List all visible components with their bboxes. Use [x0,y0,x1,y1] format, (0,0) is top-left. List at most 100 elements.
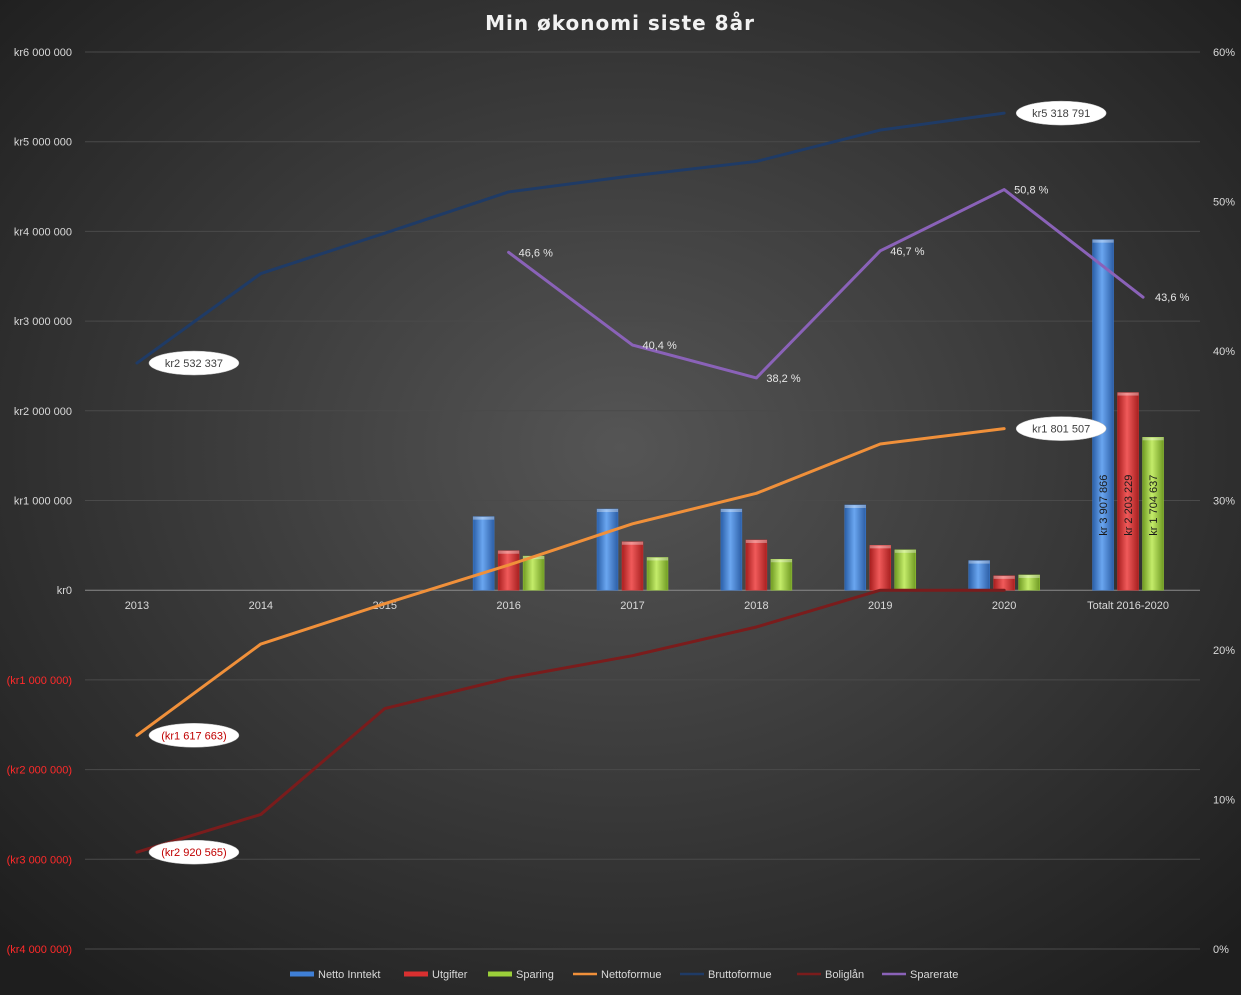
bar-netto-inntekt [720,508,743,591]
bar-netto-inntekt [1092,239,1114,591]
line-sparerate [507,188,1145,380]
bar-highlight [745,539,767,543]
legend-label-bruttoformue: Bruttoformue [708,969,772,981]
y-left-tick-label: kr0 [57,585,72,597]
bar-highlight [770,559,792,563]
x-tick-label: 2018 [744,600,768,612]
bar-highlight [473,516,495,520]
data-label-nettoformue: (kr1 617 663) [161,730,226,742]
bar-highlight [720,509,742,513]
lines [135,111,1145,854]
legend-label-utgifter: Utgifter [432,969,468,981]
bar-utgifter [497,550,520,591]
y-left-tick-label: kr3 000 000 [14,316,72,328]
data-label-boligl-n: (kr2 920 565) [161,847,226,859]
y-right-tick-label: 40% [1213,346,1235,358]
bar-netto-inntekt [968,560,990,591]
x-tick-label: 2017 [620,600,644,612]
line-bruttoformue [135,111,1006,365]
y-right-tick-label: 20% [1213,645,1235,657]
bar-netto-inntekt [596,508,619,591]
bar-highlight [1092,239,1114,243]
y-right-tick-label: 0% [1213,944,1229,956]
legend-label-boligl-n: Boliglån [825,969,864,981]
bar-netto-inntekt [844,504,867,591]
bar-highlight [622,541,643,545]
y-left-tick-label: kr2 000 000 [14,406,72,418]
legend-swatch-sparerate [882,972,906,976]
legend-swatch-sparing [488,971,512,977]
bar-highlight [869,545,891,549]
data-label-sparerate: 46,6 % [519,247,553,259]
data-label-sparerate: 40,4 % [643,340,677,352]
data-label-bubble [148,839,240,865]
bar-highlight [597,509,618,513]
y-right-tick-label: 30% [1213,496,1235,508]
gridlines [85,51,1200,950]
bar-highlight [1018,574,1040,578]
y-right-tick-label: 60% [1213,47,1235,59]
bar-highlight [844,504,866,508]
data-label-nettoformue: kr1 801 507 [1032,424,1090,436]
bar-highlight [968,560,990,564]
total-bar-label: kr 1 704 637 [1148,475,1160,536]
y-left-tick-label: kr6 000 000 [14,47,72,59]
data-label-sparerate: 50,8 % [1014,185,1048,197]
data-label-sparerate: 38,2 % [766,373,800,385]
data-label-bubble [1015,100,1107,126]
y-left-tick-label: kr4 000 000 [14,226,72,238]
line-boligl-n [135,588,1006,854]
bar-highlight [1142,437,1164,441]
x-tick-label: 2020 [992,600,1016,612]
legend-label-netto-inntekt: Netto Inntekt [318,969,380,981]
data-label-bubble [1015,416,1107,441]
legend: Netto Inntekt Utgifter Sparing Nettoformue B… [290,969,958,981]
chart-title: Min økonomi siste 8år [485,11,755,35]
legend-label-sparerate: Sparerate [910,969,958,981]
data-label-bruttoformue: kr2 532 337 [165,358,223,370]
bar-utgifter [1117,392,1139,591]
data-label-bruttoformue: kr5 318 791 [1032,108,1090,120]
legend-swatch-bruttoformue [680,972,704,976]
data-label-bubble [148,723,240,748]
bar-highlight [894,549,916,553]
data-label-sparerate: 43,6 % [1155,292,1189,304]
bars [472,239,1164,591]
x-axis: 2013 2014 2015 2016 2017 2018 2019 2020 Totalt 2… [125,600,1169,612]
y-left-tick-label: (kr4 000 000) [7,944,72,956]
legend-label-nettoformue: Nettoformue [601,969,662,981]
legend-swatch-boligl-n [797,972,821,976]
total-bar-label: kr 2 203 229 [1123,475,1135,536]
bar-highlight [647,557,668,561]
y-axis-right: 60% 50% 40% 30% 20% 10% 0% [1213,47,1235,956]
x-tick-label: 2016 [496,600,520,612]
line-nettoformue [135,427,1006,737]
bar-sparing [646,557,669,591]
bar-highlight [498,550,520,554]
legend-swatch-netto-inntekt [290,971,314,977]
data-label-bubble [148,350,240,376]
x-tick-label: 2014 [249,600,273,612]
y-left-tick-label: (kr1 000 000) [7,675,72,687]
legend-swatch-utgifter [404,971,428,977]
data-label-sparerate: 46,7 % [890,246,924,258]
x-tick-label: Totalt 2016-2020 [1087,600,1169,612]
bar-netto-inntekt [472,516,495,591]
y-left-tick-label: (kr3 000 000) [7,854,72,866]
legend-label-sparing: Sparing [516,969,554,981]
bar-sparing [894,549,917,591]
bar-highlight [993,575,1015,579]
x-tick-label: 2013 [125,600,149,612]
bar-sparing [522,555,545,591]
bar-utgifter [869,545,892,591]
x-tick-label: 2019 [868,600,892,612]
bar-highlight [1117,392,1139,396]
bar-sparing [1142,437,1164,591]
bar-sparing [770,559,793,591]
data-labels: kr2 532 337 kr5 318 791 (kr1 617 663) kr1 8… [148,100,1190,865]
y-left-tick-label: kr1 000 000 [14,496,72,508]
y-axis-left: kr6 000 000 kr5 000 000 kr4 000 000 kr3 000… [7,47,72,956]
